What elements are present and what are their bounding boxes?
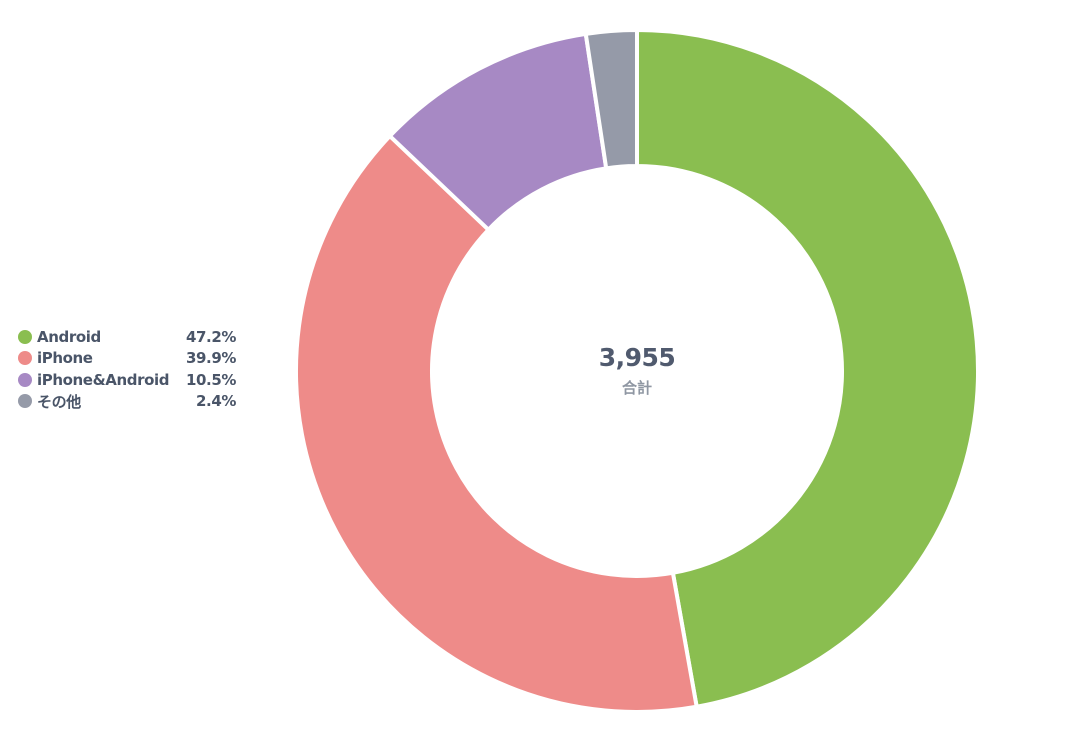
legend-label: iPhone&Android xyxy=(37,370,170,389)
donut-slice-1[interactable] xyxy=(635,27,980,710)
legend-value: 10.5% xyxy=(185,370,236,389)
legend-label: その他 xyxy=(37,392,81,411)
donut-slices xyxy=(294,27,980,714)
legend-swatch xyxy=(18,351,32,366)
donut-slice-4[interactable] xyxy=(583,27,639,171)
center-total-value: 3,955 xyxy=(598,343,676,372)
legend-item[interactable]: Android 47.2% xyxy=(18,326,240,348)
legend-value: 2.4% xyxy=(195,392,236,411)
legend-swatch xyxy=(18,372,32,387)
legend-value: 39.9% xyxy=(185,349,236,368)
legend-item[interactable]: iPhone&Android 10.5% xyxy=(18,369,240,391)
legend-swatch xyxy=(18,329,32,344)
legend-label: Android xyxy=(37,327,101,346)
chart-legend: Android 47.2% iPhone 39.9% iPhone&Android 10.… xyxy=(18,326,240,412)
legend-label: iPhone xyxy=(37,349,93,368)
legend-swatch xyxy=(18,394,32,409)
legend-item[interactable]: iPhone 39.9% xyxy=(18,348,240,370)
center-total-label: 合計 xyxy=(621,379,652,397)
legend-value: 47.2% xyxy=(185,327,236,346)
donut-slice-2[interactable] xyxy=(294,133,700,714)
legend-item[interactable]: その他 2.4% xyxy=(18,391,240,413)
